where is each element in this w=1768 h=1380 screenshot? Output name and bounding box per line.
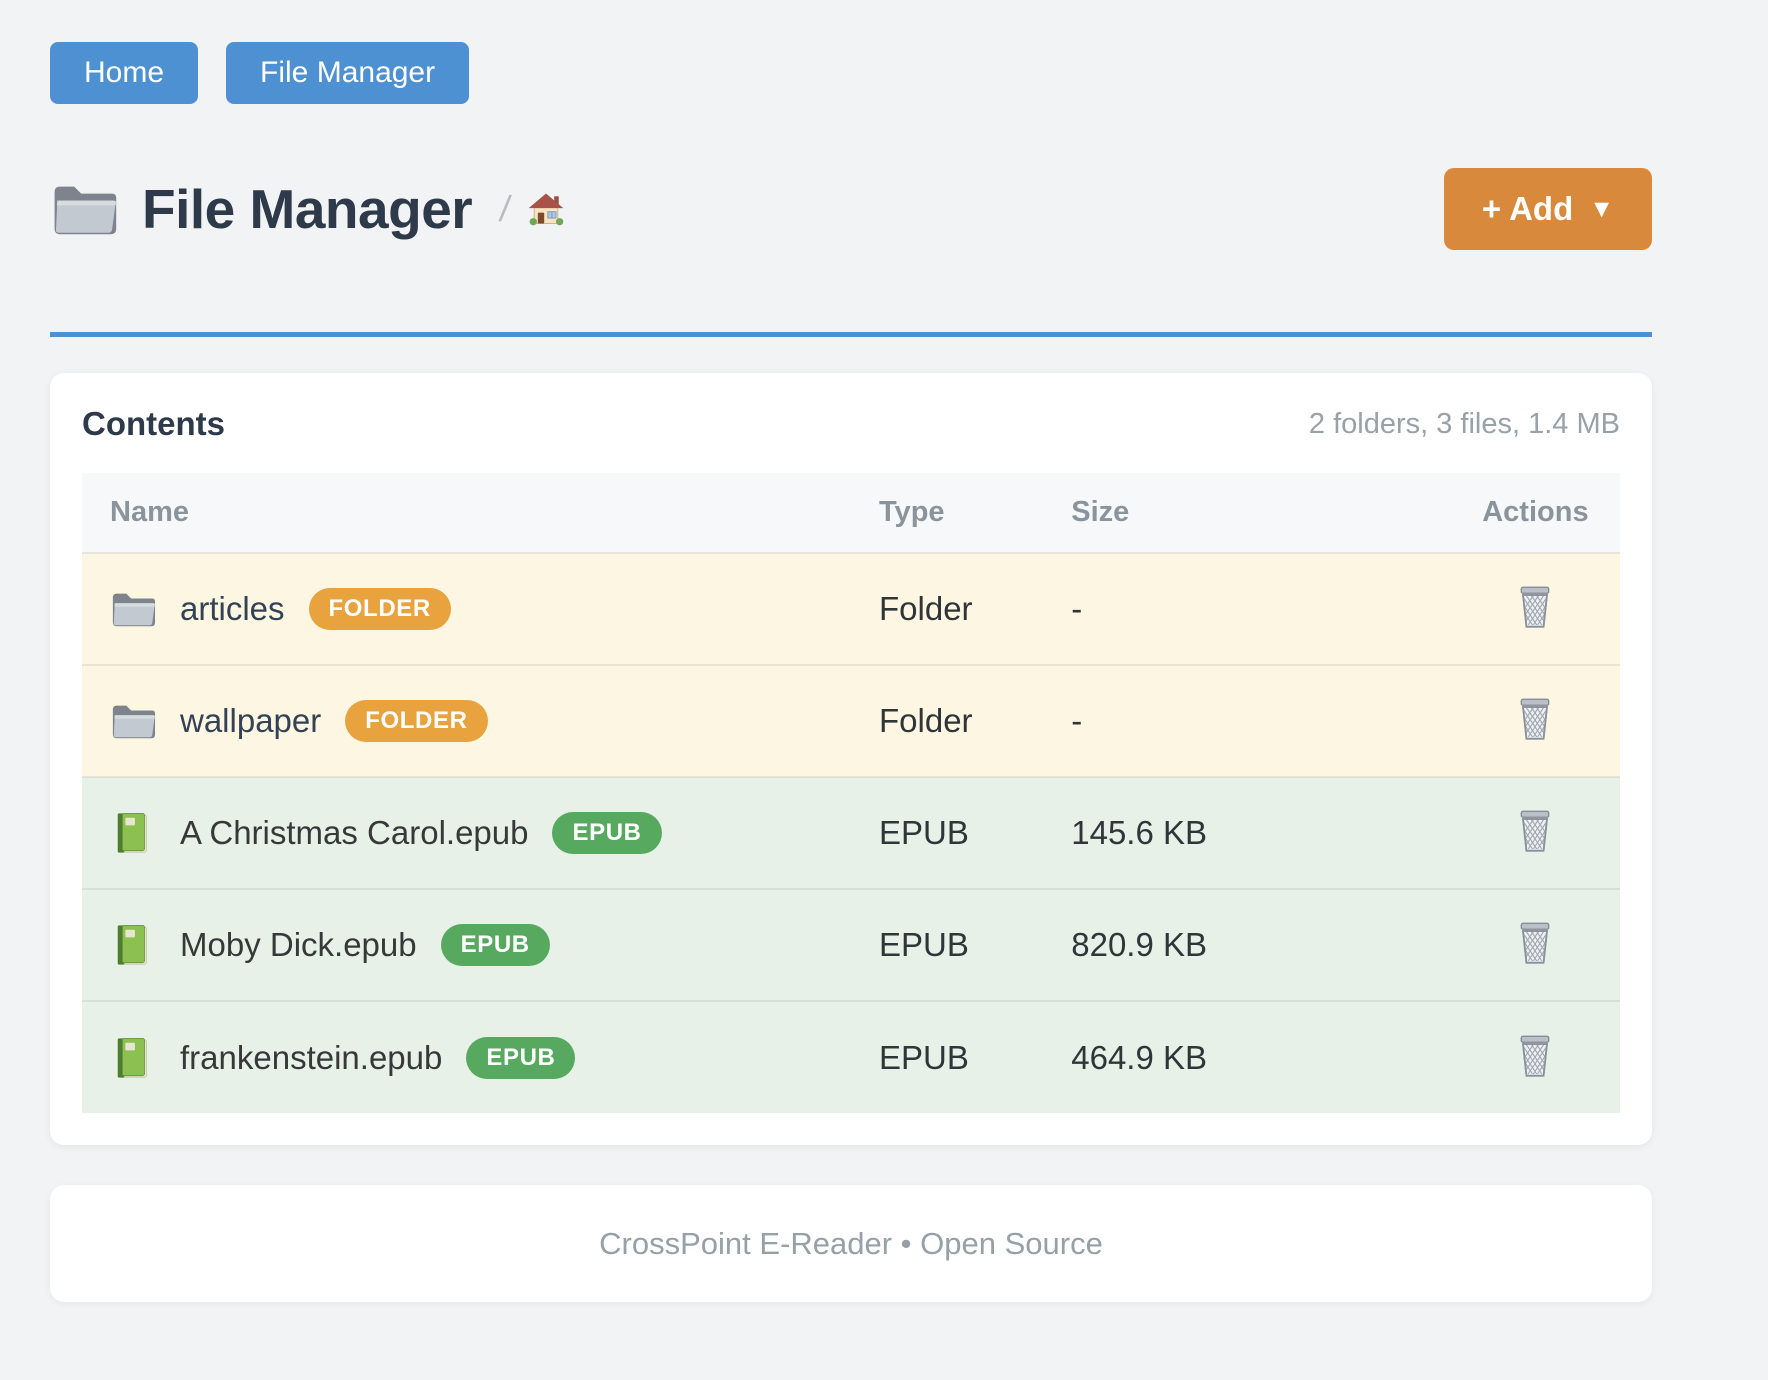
footer-text: CrossPoint E-Reader • Open Source (599, 1225, 1103, 1261)
table-row[interactable]: articles FOLDER Folder - (82, 553, 1620, 665)
type-cell: EPUB (879, 926, 969, 963)
delete-button[interactable] (1510, 1028, 1560, 1084)
type-cell: Folder (879, 702, 973, 739)
size-cell: 464.9 KB (1071, 1038, 1208, 1076)
trash-icon (1521, 922, 1550, 964)
contents-card-header: Contents 2 folders, 3 files, 1.4 MB (82, 405, 1620, 443)
size-cell: 820.9 KB (1071, 926, 1208, 963)
type-badge: FOLDER (345, 700, 488, 742)
column-header-type: Type (851, 473, 1044, 553)
page-title: File Manager (142, 178, 473, 240)
contents-summary: 2 folders, 3 files, 1.4 MB (1308, 407, 1620, 440)
contents-card: Contents 2 folders, 3 files, 1.4 MB Name… (50, 373, 1652, 1145)
book-icon (117, 1037, 147, 1078)
trash-icon (1521, 698, 1550, 740)
type-cell: Folder (879, 590, 973, 627)
delete-button[interactable] (1510, 579, 1560, 635)
type-badge: EPUB (466, 1036, 576, 1079)
column-header-size: Size (1043, 473, 1451, 553)
file-table: Name Type Size Actions (82, 473, 1620, 1113)
type-cell: EPUB (879, 814, 969, 851)
header-divider (50, 332, 1652, 337)
trash-icon (1521, 1035, 1550, 1077)
size-cell: 145.6 KB (1071, 814, 1208, 851)
column-header-name: Name (82, 473, 851, 553)
type-badge: EPUB (552, 812, 662, 854)
breadcrumb-separator: / (497, 188, 514, 229)
trash-icon (1521, 810, 1550, 852)
page-container: Home File Manager File Manager / + Add (50, 0, 1652, 1372)
table-header-row: Name Type Size Actions (82, 473, 1620, 553)
file-name: articles (180, 590, 285, 627)
column-header-actions: Actions (1450, 473, 1620, 553)
add-button[interactable]: + Add ▼ (1443, 168, 1652, 250)
delete-button[interactable] (1510, 691, 1560, 747)
type-badge: FOLDER (308, 588, 451, 630)
folder-icon (112, 593, 156, 627)
file-name: Moby Dick.epub (180, 926, 417, 963)
delete-button[interactable] (1510, 803, 1560, 859)
folder-icon (112, 705, 156, 739)
file-name: frankenstein.epub (180, 1038, 443, 1076)
trash-icon (1521, 586, 1550, 628)
house-icon[interactable] (526, 190, 566, 228)
type-cell: EPUB (879, 1038, 969, 1076)
book-icon (117, 812, 147, 853)
file-manager-button[interactable]: File Manager (226, 42, 470, 104)
table-row[interactable]: A Christmas Carol.epub EPUB EPUB 145.6 K… (82, 777, 1620, 889)
table-row[interactable]: Moby Dick.epub EPUB EPUB 820.9 KB (82, 889, 1620, 1001)
footer: CrossPoint E-Reader • Open Source (50, 1185, 1652, 1302)
breadcrumb: / (497, 188, 566, 230)
chevron-down-icon: ▼ (1589, 194, 1614, 223)
delete-button[interactable] (1510, 915, 1560, 971)
size-cell: - (1071, 702, 1083, 739)
file-name: wallpaper (180, 702, 322, 739)
file-name: A Christmas Carol.epub (180, 814, 529, 851)
top-nav: Home File Manager (50, 42, 1652, 104)
home-button[interactable]: Home (50, 42, 199, 104)
table-row[interactable]: wallpaper FOLDER Folder - (82, 665, 1620, 777)
page-header: File Manager / + Add ▼ (50, 168, 1652, 250)
size-cell: - (1071, 590, 1083, 627)
type-badge: EPUB (440, 924, 550, 966)
file-table-body: articles FOLDER Folder - (82, 553, 1620, 1113)
folder-icon (54, 186, 117, 235)
book-icon (117, 924, 147, 965)
table-row[interactable]: frankenstein.epub EPUB EPUB 464.9 KB (82, 1001, 1620, 1113)
contents-heading: Contents (82, 405, 225, 442)
add-button-label: + Add (1481, 190, 1574, 227)
